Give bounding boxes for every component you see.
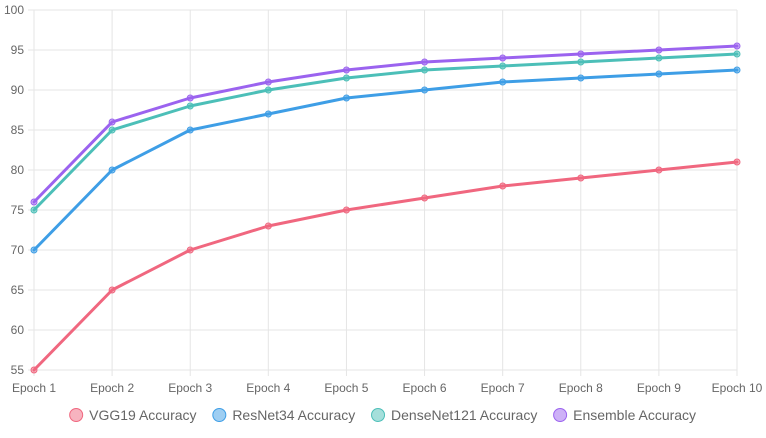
y-tick-label: 60 — [11, 323, 25, 337]
x-tick-label: Epoch 5 — [324, 381, 368, 395]
x-tick-label: Epoch 3 — [168, 381, 212, 395]
series-layer — [30, 42, 741, 374]
data-point[interactable] — [30, 198, 38, 206]
legend-item[interactable]: ResNet34 Accuracy — [212, 407, 355, 423]
series-line — [32, 160, 739, 372]
data-point[interactable] — [655, 46, 663, 54]
legend: VGG19 Accuracy ResNet34 Accuracy DenseNet1… — [69, 407, 696, 423]
data-point[interactable] — [421, 58, 429, 66]
y-tick-label: 90 — [11, 83, 25, 97]
y-tick-label: 75 — [11, 203, 25, 217]
data-point[interactable] — [733, 158, 741, 166]
data-point[interactable] — [264, 78, 272, 86]
legend-item[interactable]: DenseNet121 Accuracy — [371, 407, 538, 423]
series-ensemble-accuracy — [30, 42, 741, 206]
data-point[interactable] — [342, 206, 350, 214]
y-tick-label: 70 — [11, 243, 25, 257]
data-point[interactable] — [342, 94, 350, 102]
axis-layer: 55 60 65 70 75 80 85 90 95 100 Epoch 1 Epoch 2 Epoch… — [4, 3, 763, 395]
data-point[interactable] — [30, 366, 38, 374]
y-tick-label: 80 — [11, 163, 25, 177]
data-point[interactable] — [499, 78, 507, 86]
data-point[interactable] — [499, 62, 507, 70]
legend-label: Ensemble Accuracy — [573, 407, 696, 423]
y-tick-label: 55 — [11, 363, 25, 377]
data-point[interactable] — [655, 54, 663, 62]
data-point[interactable] — [108, 126, 116, 134]
y-tick-label: 100 — [4, 3, 24, 17]
y-tick-label: 85 — [11, 123, 25, 137]
x-tick-label: Epoch 1 — [12, 381, 56, 395]
data-point[interactable] — [108, 118, 116, 126]
data-point[interactable] — [655, 70, 663, 78]
legend-label: ResNet34 Accuracy — [232, 407, 355, 423]
data-point[interactable] — [577, 174, 585, 182]
series-resnet34-accuracy — [30, 66, 741, 254]
data-point[interactable] — [186, 102, 194, 110]
legend-marker — [69, 408, 84, 422]
x-tick-label: Epoch 10 — [712, 381, 763, 395]
legend-item[interactable]: Ensemble Accuracy — [553, 407, 696, 423]
data-point[interactable] — [577, 58, 585, 66]
data-point[interactable] — [108, 166, 116, 174]
series-line — [32, 68, 739, 252]
data-point[interactable] — [30, 206, 38, 214]
x-tick-label: Epoch 9 — [637, 381, 681, 395]
data-point[interactable] — [186, 94, 194, 102]
data-point[interactable] — [499, 54, 507, 62]
data-point[interactable] — [186, 126, 194, 134]
data-point[interactable] — [264, 222, 272, 230]
data-point[interactable] — [264, 86, 272, 94]
legend-marker — [553, 408, 568, 422]
y-tick-label: 65 — [11, 283, 25, 297]
y-tick-label: 95 — [11, 43, 25, 57]
data-point[interactable] — [421, 66, 429, 74]
data-point[interactable] — [108, 286, 116, 294]
legend-label: VGG19 Accuracy — [89, 407, 196, 423]
data-point[interactable] — [186, 246, 194, 254]
data-point[interactable] — [655, 166, 663, 174]
data-point[interactable] — [499, 182, 507, 190]
series-densenet121-accuracy — [30, 50, 741, 214]
data-point[interactable] — [30, 246, 38, 254]
data-point[interactable] — [342, 66, 350, 74]
data-point[interactable] — [342, 74, 350, 82]
data-point[interactable] — [733, 50, 741, 58]
grid-layer — [28, 9, 738, 376]
data-point[interactable] — [577, 74, 585, 82]
data-point[interactable] — [421, 194, 429, 202]
series-vgg19-accuracy — [30, 158, 741, 374]
legend-label: DenseNet121 Accuracy — [391, 407, 537, 423]
data-point[interactable] — [421, 86, 429, 94]
legend-marker — [212, 408, 227, 422]
legend-marker — [371, 408, 386, 422]
series-line — [32, 52, 739, 212]
x-tick-label: Epoch 2 — [90, 381, 134, 395]
series-line — [32, 44, 739, 204]
x-tick-label: Epoch 8 — [559, 381, 603, 395]
data-point[interactable] — [264, 110, 272, 118]
data-point[interactable] — [577, 50, 585, 58]
x-tick-label: Epoch 4 — [246, 381, 290, 395]
x-tick-label: Epoch 7 — [481, 381, 525, 395]
x-tick-label: Epoch 6 — [403, 381, 447, 395]
legend-item[interactable]: VGG19 Accuracy — [69, 407, 197, 423]
data-point[interactable] — [733, 66, 741, 74]
data-point[interactable] — [733, 42, 741, 50]
